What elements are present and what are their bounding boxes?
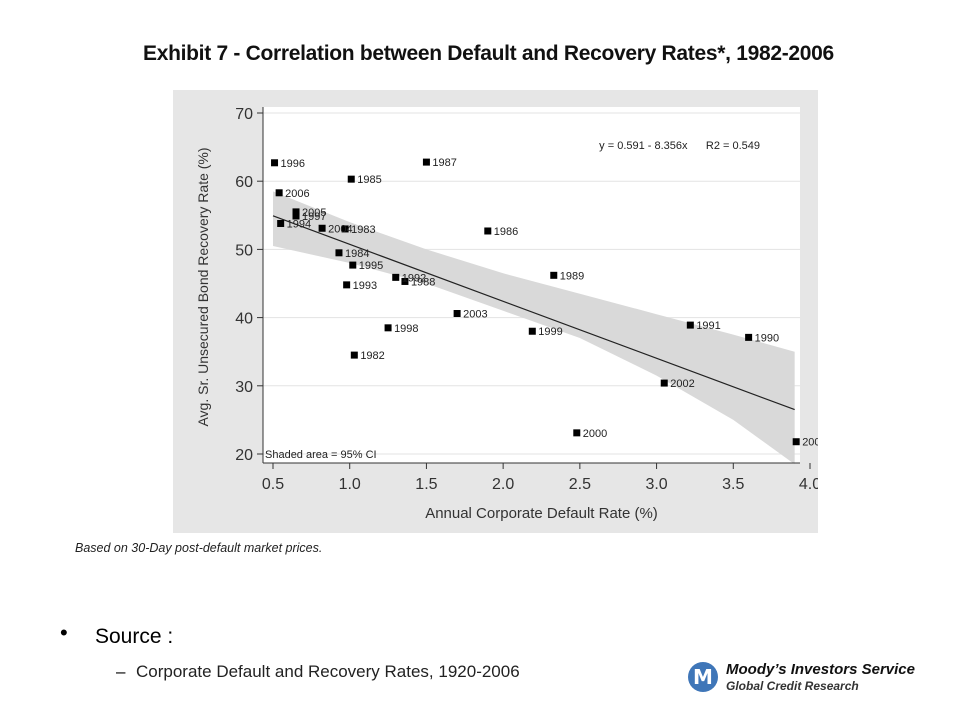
data-point-1982 bbox=[350, 351, 358, 359]
y-tick-label: 50 bbox=[235, 242, 253, 259]
y-tick-label: 70 bbox=[235, 106, 253, 123]
data-point-1994 bbox=[277, 219, 285, 227]
data-point-2006 bbox=[275, 189, 283, 197]
exhibit-title: Exhibit 7 - Correlation between Default … bbox=[143, 42, 834, 65]
data-point-1999 bbox=[528, 327, 536, 335]
data-point-1992 bbox=[392, 273, 400, 281]
data-point-1988 bbox=[401, 277, 409, 285]
data-label-1999: 1999 bbox=[538, 326, 562, 338]
regression-equation: y = 0.591 - 8.356x R2 = 0.549 bbox=[599, 140, 760, 152]
data-point-1996 bbox=[271, 159, 279, 167]
y-axis-title: Avg. Sr. Unsecured Bond Recovery Rate (%… bbox=[195, 147, 211, 426]
data-label-1988: 1988 bbox=[411, 276, 435, 288]
data-point-2005 bbox=[292, 208, 300, 216]
data-point-2000 bbox=[573, 429, 581, 437]
data-label-1984: 1984 bbox=[345, 248, 369, 260]
data-point-2003 bbox=[453, 310, 461, 318]
regression-line bbox=[272, 215, 795, 411]
moodys-logo: M Moody’s Investors Service Global Credi… bbox=[688, 660, 938, 696]
data-label-1990: 1990 bbox=[755, 332, 779, 344]
x-tick-label: 1.5 bbox=[415, 476, 437, 493]
data-point-1987 bbox=[422, 158, 430, 166]
x-tick-label: 3.5 bbox=[722, 476, 744, 493]
y-tick-label: 40 bbox=[235, 311, 253, 328]
data-point-1990 bbox=[745, 333, 753, 341]
y-tick-label: 20 bbox=[235, 447, 253, 464]
data-point-2001 bbox=[792, 438, 800, 446]
x-tick-label: 4.0 bbox=[799, 476, 818, 493]
y-tick-label: 60 bbox=[235, 174, 253, 191]
data-label-2004: 2004 bbox=[328, 223, 352, 235]
logo-company-name: Moody’s Investors Service bbox=[726, 661, 915, 678]
data-point-1991 bbox=[686, 321, 694, 329]
x-tick-label: 2.0 bbox=[492, 476, 514, 493]
data-point-2004 bbox=[318, 224, 326, 232]
data-label-1993: 1993 bbox=[353, 280, 377, 292]
data-label-1991: 1991 bbox=[696, 320, 720, 332]
data-label-1987: 1987 bbox=[432, 157, 456, 169]
data-label-2003: 2003 bbox=[463, 309, 487, 321]
data-label-1995: 1995 bbox=[359, 260, 383, 272]
data-point-1995 bbox=[349, 261, 357, 269]
data-point-1986 bbox=[484, 227, 492, 235]
data-label-1998: 1998 bbox=[394, 323, 418, 335]
data-point-1983 bbox=[341, 225, 349, 233]
logo-subtitle: Global Credit Research bbox=[726, 679, 859, 693]
data-label-2006: 2006 bbox=[285, 188, 309, 200]
dash-icon: – bbox=[116, 662, 126, 681]
source-bullet: Source : bbox=[95, 625, 174, 648]
data-label-1985: 1985 bbox=[357, 174, 381, 186]
y-tick-label: 30 bbox=[235, 379, 253, 396]
data-label-2001: 2001 bbox=[802, 437, 818, 449]
data-label-1992: 1992 bbox=[402, 272, 426, 284]
data-label-2005: 2005 bbox=[302, 207, 326, 219]
data-label-1996: 1996 bbox=[281, 158, 305, 170]
moodys-logo-icon: M bbox=[688, 662, 718, 692]
x-tick-label: 3.0 bbox=[645, 476, 667, 493]
x-tick-label: 1.0 bbox=[339, 476, 361, 493]
data-label-2002: 2002 bbox=[670, 378, 694, 390]
data-point-1985 bbox=[347, 175, 355, 183]
data-label-1989: 1989 bbox=[560, 270, 584, 282]
data-point-1989 bbox=[550, 271, 558, 279]
bullet-icon: • bbox=[60, 620, 68, 645]
data-point-1984 bbox=[335, 249, 343, 257]
data-point-1993 bbox=[343, 281, 351, 289]
data-label-1983: 1983 bbox=[351, 224, 375, 236]
data-point-2002 bbox=[660, 379, 668, 387]
x-tick-label: 2.5 bbox=[569, 476, 591, 493]
confidence-band bbox=[273, 191, 795, 465]
chart-footnote: Based on 30-Day post-default market pric… bbox=[75, 541, 323, 555]
data-label-1982: 1982 bbox=[360, 350, 384, 362]
scatter-chart: 20 30 40 50 60 70 0.5 1.0 1.5 2.0 2.5 3.0 3.5 4.0 Annu… bbox=[195, 106, 818, 522]
data-label-1986: 1986 bbox=[494, 226, 518, 238]
x-tick-label: 0.5 bbox=[262, 476, 284, 493]
ci-note: Shaded area = 95% CI bbox=[265, 449, 377, 461]
data-label-2000: 2000 bbox=[583, 428, 607, 440]
data-point-1998 bbox=[384, 324, 392, 332]
source-reference: Corporate Default and Recovery Rates, 19… bbox=[136, 662, 520, 681]
data-label-1997: 1997 bbox=[302, 211, 326, 223]
data-label-1994: 1994 bbox=[287, 218, 311, 230]
chart-panel: 20 30 40 50 60 70 0.5 1.0 1.5 2.0 2.5 3.0 3.5 4.0 Annu… bbox=[173, 90, 818, 533]
data-point-1997 bbox=[292, 212, 300, 220]
x-axis-title: Annual Corporate Default Rate (%) bbox=[425, 505, 658, 522]
